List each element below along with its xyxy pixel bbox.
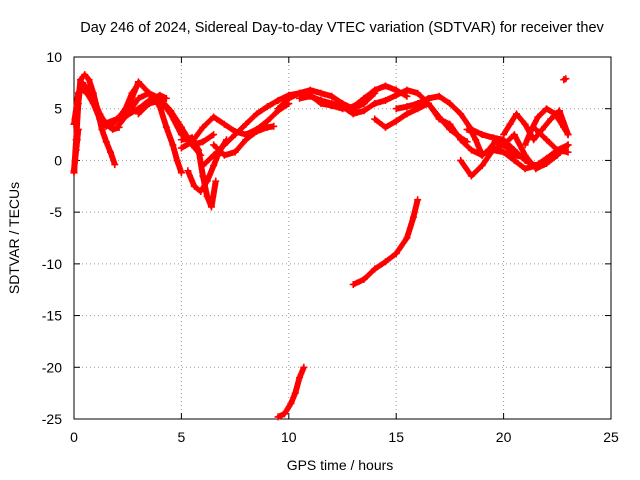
series-arc-25: [349, 196, 422, 289]
data-point: [564, 131, 572, 139]
data-point: [403, 92, 411, 100]
data-point: [562, 75, 570, 83]
data-trace: [90, 101, 103, 121]
data-point: [564, 148, 572, 156]
data-trace: [200, 153, 216, 168]
x-axis-label: GPS time / hours: [287, 457, 394, 473]
data-trace: [78, 85, 89, 96]
data-trace: [243, 111, 259, 127]
data-trace: [233, 137, 248, 155]
x-tick-label: 15: [388, 429, 404, 445]
data-trace: [469, 163, 485, 178]
data-trace: [204, 163, 217, 183]
data-trace: [211, 142, 227, 158]
data-point: [414, 196, 422, 204]
y-tick-label: -5: [50, 204, 63, 220]
data-trace: [458, 112, 474, 132]
data-trace: [163, 125, 176, 147]
data-point: [300, 363, 308, 371]
data-trace: [265, 108, 281, 124]
data-point: [212, 177, 220, 185]
data-trace: [533, 127, 549, 142]
x-tick-label: 5: [178, 429, 186, 445]
data-trace: [136, 101, 152, 116]
y-tick-label: 5: [54, 101, 62, 117]
series-arc-11: [199, 86, 379, 170]
data-trace: [362, 87, 377, 101]
data-trace: [465, 126, 474, 134]
data-trace: [136, 79, 152, 96]
y-axis-label: SDTVAR / TECUs: [6, 182, 22, 294]
data-trace: [168, 112, 184, 137]
x-tick-label: 0: [70, 429, 78, 445]
axis-ticks: 0 5 10 15 20 25 -25 -20 -15 -10 -5 0 5 10: [42, 49, 619, 445]
data-trace: [426, 101, 442, 121]
data-trace: [276, 96, 291, 111]
data-trace: [136, 98, 152, 111]
data-trace: [522, 127, 534, 147]
series-arc-26: [274, 363, 308, 421]
data-trace: [447, 122, 463, 142]
data-trace: [480, 147, 491, 158]
series-arc-7: [102, 91, 170, 127]
data-trace: [394, 236, 410, 256]
data-trace: [125, 80, 141, 111]
data-trace: [222, 132, 238, 147]
data-trace: [200, 114, 216, 130]
series-arc-24: [70, 125, 82, 175]
data-point: [564, 141, 572, 149]
data-trace: [72, 86, 84, 121]
data-trace: [544, 137, 560, 153]
data-trace: [157, 98, 173, 116]
data-point: [111, 161, 119, 169]
data-trace: [458, 158, 474, 178]
data-point: [162, 94, 170, 102]
y-tick-label: -15: [42, 308, 62, 324]
data-trace: [479, 148, 496, 168]
x-tick-label: 10: [281, 429, 297, 445]
data-point: [270, 122, 278, 130]
data-trace: [544, 153, 560, 166]
data-trace: [473, 138, 485, 157]
data-trace: [362, 91, 377, 106]
data-trace: [458, 137, 474, 153]
data-point: [210, 131, 218, 139]
data-trace: [351, 96, 366, 109]
series-arc-23: [560, 75, 570, 84]
x-tick-label: 25: [603, 429, 619, 445]
x-tick-label: 20: [496, 429, 512, 445]
data-trace: [80, 80, 89, 90]
chart-title: Day 246 of 2024, Sidereal Day-to-day VTE…: [80, 20, 604, 36]
data-point: [177, 169, 185, 177]
data-trace: [512, 132, 528, 157]
y-tick-label: -20: [42, 359, 62, 375]
data-trace: [82, 72, 92, 82]
y-tick-label: 10: [46, 49, 62, 65]
plot-frame: [73, 56, 612, 420]
data-points: [70, 71, 572, 421]
data-trace: [447, 101, 463, 116]
series-arc-8: [177, 134, 220, 211]
series-arc-5: [124, 78, 185, 177]
data-trace: [233, 122, 248, 137]
data-trace: [514, 111, 528, 127]
data-point: [74, 125, 82, 133]
data-trace: [185, 169, 197, 188]
y-tick-label: -25: [42, 411, 62, 427]
y-tick-label: 0: [54, 152, 62, 168]
series-arc-21: [521, 105, 572, 149]
series-arc-12: [210, 122, 278, 159]
data-trace: [190, 125, 206, 144]
data-trace: [362, 267, 377, 282]
data-trace: [540, 117, 553, 132]
data-trace: [552, 112, 566, 130]
data-trace: [501, 150, 517, 163]
series-arc-22: [532, 125, 572, 154]
data-trace: [243, 129, 259, 142]
y-tick-label: -10: [42, 256, 62, 272]
